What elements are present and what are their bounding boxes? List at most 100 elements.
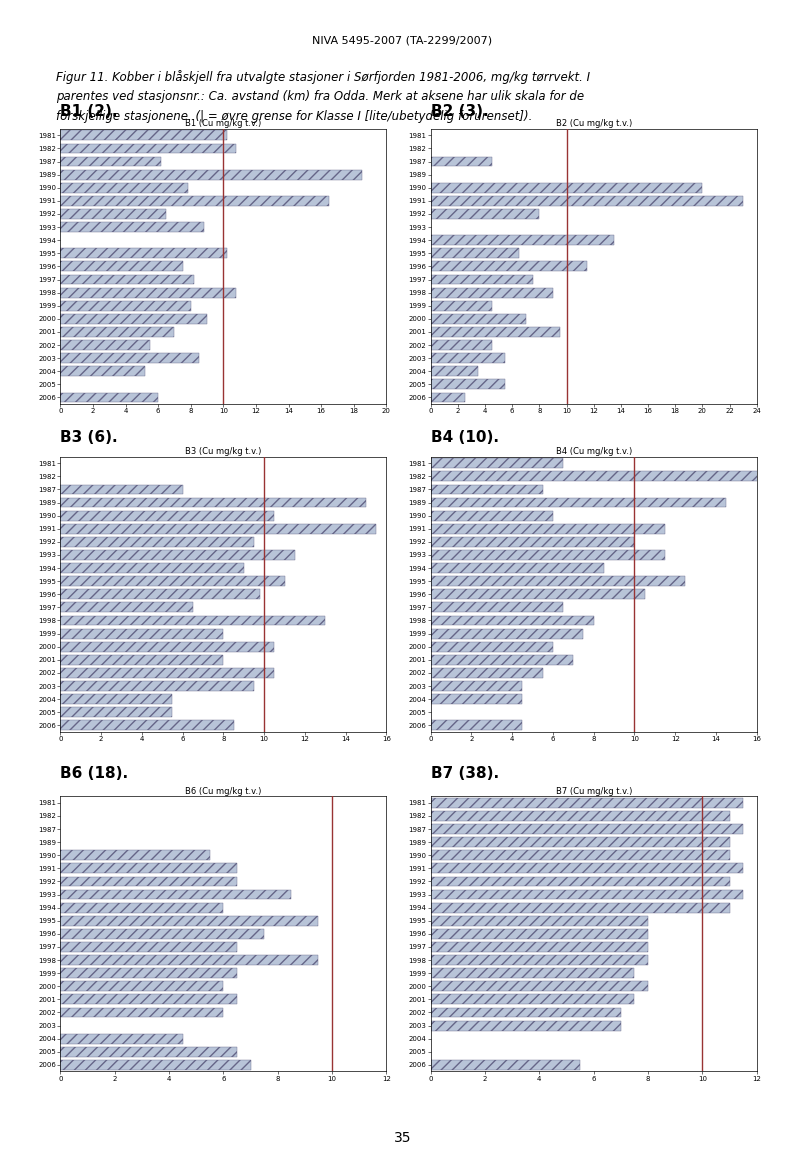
Bar	[60, 629, 224, 638]
Bar	[60, 274, 194, 285]
Bar	[431, 248, 519, 259]
Text: B6 (18).: B6 (18).	[60, 766, 129, 781]
Bar	[60, 707, 172, 717]
Title: B6 (Cu mg/kg t.v.): B6 (Cu mg/kg t.v.)	[185, 787, 262, 795]
Bar	[60, 261, 183, 272]
Bar	[431, 511, 553, 521]
Bar	[431, 472, 805, 481]
Bar	[60, 314, 207, 323]
Bar	[60, 850, 210, 861]
Bar	[431, 498, 726, 507]
Bar	[60, 903, 224, 912]
Bar	[60, 196, 329, 206]
Bar	[431, 301, 492, 310]
Title: B4 (Cu mg/kg t.v.): B4 (Cu mg/kg t.v.)	[555, 447, 632, 456]
Bar	[431, 340, 492, 350]
Bar	[60, 511, 275, 521]
Bar	[60, 694, 172, 704]
Title: B3 (Cu mg/kg t.v.): B3 (Cu mg/kg t.v.)	[185, 447, 262, 456]
Bar	[60, 890, 291, 899]
Bar	[60, 655, 224, 665]
Text: B1 (2).: B1 (2).	[60, 104, 118, 119]
Title: B7 (Cu mg/kg t.v.): B7 (Cu mg/kg t.v.)	[555, 787, 632, 795]
Bar	[431, 1060, 580, 1070]
Text: B3 (6).: B3 (6).	[60, 430, 118, 445]
Bar	[431, 968, 634, 978]
Bar	[60, 222, 204, 232]
Bar	[60, 498, 366, 507]
Bar	[431, 354, 506, 363]
Bar	[431, 877, 729, 886]
Bar	[60, 248, 227, 259]
Bar	[60, 354, 199, 363]
Bar	[60, 130, 227, 141]
Text: B7 (38).: B7 (38).	[431, 766, 499, 781]
Bar	[60, 576, 284, 587]
Bar	[60, 537, 254, 547]
Bar	[60, 157, 162, 166]
Bar	[60, 523, 376, 534]
Bar	[60, 392, 158, 403]
Bar	[431, 694, 522, 704]
Bar	[431, 903, 729, 912]
Title: B2 (Cu mg/kg t.v.): B2 (Cu mg/kg t.v.)	[555, 119, 632, 128]
Bar	[431, 941, 648, 952]
Bar	[431, 379, 506, 389]
Bar	[60, 485, 183, 494]
Bar	[431, 550, 665, 560]
Bar	[60, 1007, 224, 1018]
Bar	[431, 629, 584, 638]
Bar	[60, 616, 325, 625]
Bar	[431, 314, 526, 323]
Text: forskjellige stasjonene. (| = øvre grense for Klasse I [lite/ubetydelig forurens: forskjellige stasjonene. (| = øvre grens…	[56, 110, 533, 123]
Text: B2 (3).: B2 (3).	[431, 104, 489, 119]
Bar	[431, 1007, 621, 1018]
Bar	[60, 956, 319, 965]
Bar	[431, 235, 614, 245]
Bar	[60, 340, 150, 350]
Bar	[431, 196, 743, 206]
Bar	[60, 916, 319, 926]
Bar	[431, 981, 648, 991]
Bar	[431, 655, 573, 665]
Bar	[60, 1034, 183, 1043]
Bar	[60, 1060, 250, 1070]
Bar	[431, 274, 533, 285]
Bar	[431, 537, 634, 547]
Bar	[431, 183, 702, 193]
Bar	[431, 616, 594, 625]
Bar	[431, 929, 648, 939]
Bar	[60, 602, 193, 612]
Bar	[60, 210, 167, 219]
Bar	[431, 682, 522, 691]
Bar	[60, 877, 237, 886]
Bar	[60, 981, 224, 991]
Text: parentes ved stasjonsnr.: Ca. avstand (km) fra Odda. Merk at aksene har ulik ska: parentes ved stasjonsnr.: Ca. avstand (k…	[56, 90, 584, 103]
Bar	[431, 602, 564, 612]
Bar	[431, 523, 665, 534]
Bar	[431, 824, 743, 834]
Title: B1 (Cu mg/kg t.v.): B1 (Cu mg/kg t.v.)	[185, 119, 262, 128]
Bar	[431, 916, 648, 926]
Bar	[431, 812, 729, 821]
Bar	[431, 797, 743, 808]
Bar	[431, 863, 743, 874]
Bar	[60, 941, 237, 952]
Bar	[431, 261, 587, 272]
Bar	[60, 301, 191, 310]
Bar	[60, 720, 233, 731]
Bar	[431, 589, 645, 600]
Bar	[60, 288, 237, 297]
Bar	[431, 288, 553, 297]
Bar	[431, 458, 564, 468]
Bar	[431, 157, 492, 166]
Text: NIVA 5495-2007 (TA-2299/2007): NIVA 5495-2007 (TA-2299/2007)	[312, 35, 493, 46]
Bar	[60, 589, 260, 600]
Bar	[431, 890, 743, 899]
Bar	[60, 367, 145, 376]
Bar	[60, 642, 275, 651]
Bar	[60, 1047, 237, 1056]
Bar	[431, 837, 729, 847]
Bar	[60, 327, 175, 337]
Bar	[60, 863, 237, 874]
